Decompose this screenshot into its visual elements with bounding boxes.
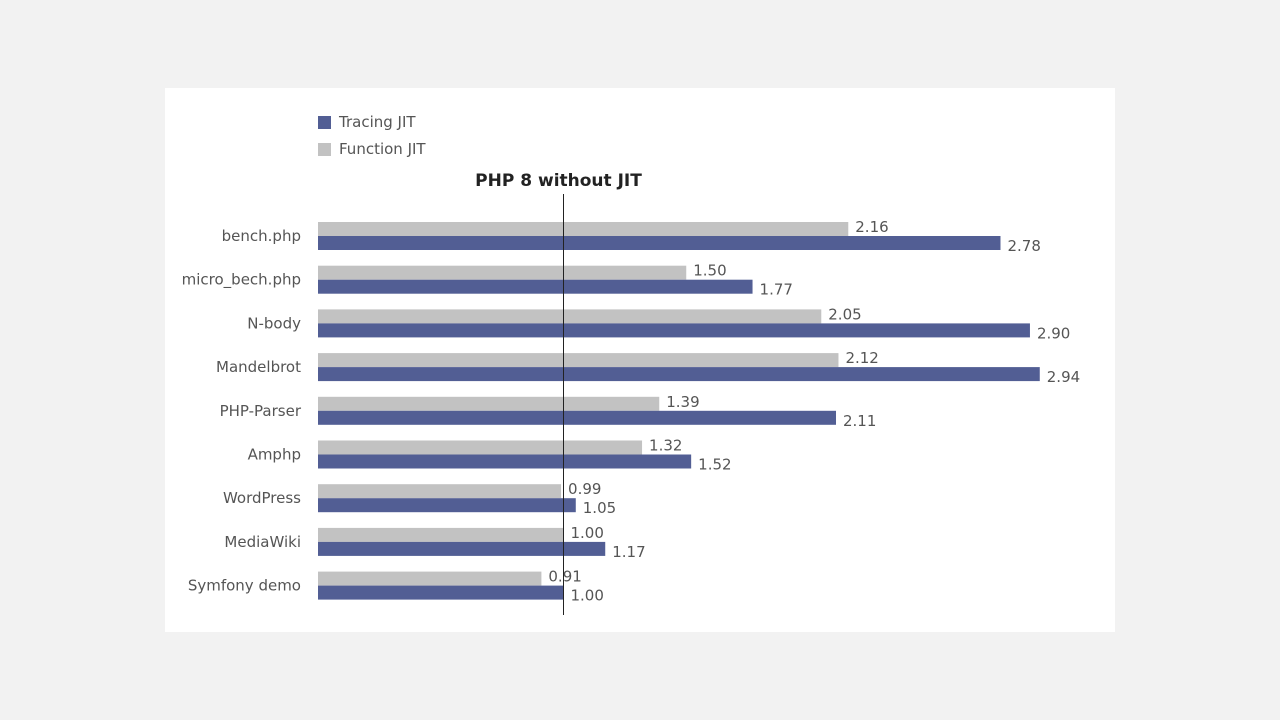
bar-tracing-jit	[318, 585, 564, 600]
value-label-function-jit: 0.99	[568, 480, 601, 498]
value-label-tracing-jit: 1.77	[760, 281, 793, 299]
bar-tracing-jit	[318, 367, 1040, 382]
bar-function-jit	[318, 265, 687, 280]
value-label-function-jit: 1.32	[649, 437, 682, 455]
category-label: Mandelbrot	[216, 358, 301, 376]
value-label-function-jit: 1.00	[571, 524, 604, 542]
bar-tracing-jit	[318, 454, 692, 469]
value-label-tracing-jit: 2.11	[843, 412, 876, 430]
bar-tracing-jit	[318, 541, 606, 556]
bar-function-jit	[318, 396, 660, 411]
bar-function-jit	[318, 484, 562, 499]
value-label-tracing-jit: 1.52	[698, 456, 731, 474]
category-label: PHP-Parser	[220, 402, 302, 420]
value-label-tracing-jit: 2.78	[1007, 237, 1040, 255]
category-label: micro_bech.php	[182, 271, 301, 290]
value-label-function-jit: 2.12	[845, 349, 878, 367]
value-label-tracing-jit: 2.90	[1037, 324, 1070, 342]
bar-tracing-jit	[318, 279, 753, 294]
bar-tracing-jit	[318, 498, 576, 513]
value-label-function-jit: 1.50	[693, 262, 726, 280]
legend-swatch	[318, 116, 331, 129]
category-label: bench.php	[222, 227, 301, 245]
legend-label: Tracing JIT	[338, 113, 416, 131]
value-label-function-jit: 2.05	[828, 305, 861, 323]
category-label: WordPress	[223, 489, 301, 507]
value-label-tracing-jit: 2.94	[1047, 368, 1080, 386]
bar-function-jit	[318, 353, 839, 368]
legend-label: Function JIT	[339, 140, 426, 158]
value-label-function-jit: 1.39	[666, 393, 699, 411]
bar-function-jit	[318, 571, 542, 586]
reference-line-label: PHP 8 without JIT	[475, 171, 642, 191]
value-label-tracing-jit: 1.05	[583, 499, 616, 517]
value-label-function-jit: 0.91	[548, 568, 581, 586]
category-label: N-body	[247, 314, 301, 332]
bar-function-jit	[318, 222, 849, 236]
bar-tracing-jit	[318, 410, 837, 425]
value-label-tracing-jit: 1.17	[612, 543, 645, 561]
bar-function-jit	[318, 527, 564, 542]
bar-function-jit	[318, 309, 822, 324]
bar-chart: Tracing JIT Function JIT bench.php 2.16 2.78…	[182, 113, 1080, 615]
bar-tracing-jit	[318, 236, 1001, 250]
category-label: Symfony demo	[188, 577, 301, 595]
value-label-function-jit: 2.16	[855, 218, 888, 236]
value-label-tracing-jit: 1.00	[571, 587, 604, 605]
legend-swatch	[318, 143, 331, 156]
category-label: MediaWiki	[224, 533, 301, 551]
category-label: Amphp	[248, 446, 301, 464]
bar-function-jit	[318, 440, 643, 455]
chart-card: Tracing JIT Function JIT bench.php 2.16 2.78…	[165, 88, 1115, 632]
bar-tracing-jit	[318, 323, 1030, 338]
